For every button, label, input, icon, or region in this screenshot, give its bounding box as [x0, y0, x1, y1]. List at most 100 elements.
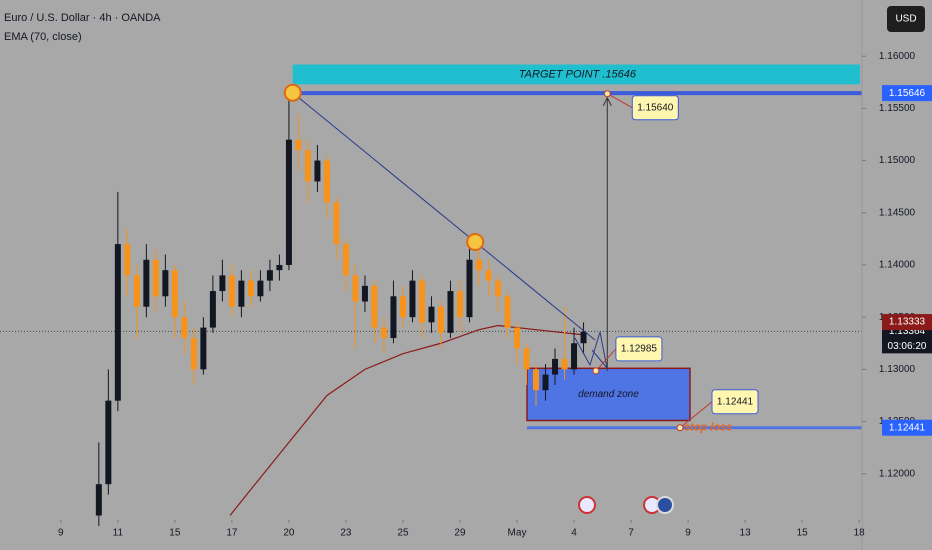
x-tick-label: 18: [854, 528, 866, 539]
callout-box: [615, 336, 663, 362]
arrow-head: [602, 96, 612, 106]
candle-body: [485, 270, 492, 281]
candle-body: [247, 280, 254, 297]
callout-label: 1.12985: [621, 344, 658, 355]
indicator-name: EMA (70, close): [4, 31, 82, 43]
candle-body: [428, 306, 435, 323]
candle-body: [276, 264, 283, 271]
target-price-tag-bg: [882, 85, 932, 102]
ema-price-tag: 1.13333: [889, 317, 926, 328]
candle-body: [380, 327, 387, 339]
candle-body: [371, 285, 378, 328]
candle-body: [219, 275, 226, 292]
candle-body: [437, 306, 444, 333]
x-tick-label: 9: [685, 528, 691, 539]
candle-body: [333, 202, 340, 245]
candle-body: [209, 291, 216, 328]
currency-button[interactable]: [887, 6, 925, 32]
candle-body: [133, 275, 140, 307]
callout-point: [592, 367, 600, 375]
candle-body: [580, 331, 587, 344]
callout-leader: [607, 93, 633, 109]
x-tick-label: 23: [340, 528, 352, 539]
candle-body: [152, 259, 159, 297]
currency-label: USD: [895, 14, 916, 25]
y-tick-label: 1.14000: [879, 260, 916, 271]
candle-body: [571, 343, 578, 370]
callout-label: 1.15640: [637, 102, 674, 113]
x-tick-label: 13: [740, 528, 752, 539]
candle-body: [124, 244, 131, 276]
y-tick-label: 1.13000: [879, 364, 916, 375]
callout-leader: [595, 348, 617, 372]
candle-body: [399, 296, 406, 318]
callout-point: [676, 424, 684, 432]
candle-body: [162, 270, 169, 297]
candle-body: [228, 275, 235, 307]
candle-body: [105, 400, 112, 485]
candle-body: [542, 374, 549, 391]
callout-point: [603, 90, 611, 98]
stop-price-tag-bg: [882, 419, 932, 436]
y-tick-label: 1.12000: [879, 468, 916, 479]
swing-point: [283, 83, 302, 102]
target-zone-label: TARGET POINT .15646: [519, 68, 637, 80]
y-tick-label: 1.15500: [879, 103, 916, 114]
candle-body: [190, 338, 197, 370]
candle-body: [552, 358, 559, 375]
x-tick-label: May: [508, 528, 527, 539]
plot: [0, 64, 862, 526]
current-price-tag: 1.13364: [889, 326, 926, 337]
candle-body: [409, 280, 416, 318]
candle-body: [466, 259, 473, 318]
candle-body: [504, 296, 511, 328]
callout-box: [631, 95, 679, 121]
x-tick-label: 4: [571, 528, 577, 539]
ema-line: [229, 324, 584, 516]
demand-zone-label: demand zone: [578, 389, 639, 400]
candle-body: [456, 291, 463, 318]
countdown: 03:06:20: [888, 341, 927, 352]
candle-body: [295, 139, 302, 151]
callout-box: [711, 389, 759, 415]
trendline: [292, 92, 596, 341]
candle-body: [181, 317, 188, 339]
y-tick-label: 1.16000: [879, 51, 916, 62]
candle-body: [342, 244, 349, 276]
zigzag-sketch: [574, 331, 608, 369]
candle-body: [361, 285, 368, 302]
event-icons: [578, 496, 674, 514]
candle-body: [171, 270, 178, 318]
x-tick-label: 7: [628, 528, 634, 539]
candle-body: [114, 244, 121, 401]
candle-body: [475, 259, 482, 271]
candle-body: [200, 327, 207, 370]
candle-body: [495, 280, 502, 297]
ema-price-tag-bg: [882, 314, 932, 331]
candle-body: [266, 270, 273, 281]
x-tick-label: 9: [58, 528, 64, 539]
target-price-tag: 1.15646: [889, 88, 926, 99]
candle-body: [257, 280, 264, 297]
candle-body: [561, 358, 568, 370]
candle-body: [523, 348, 530, 370]
candle-body: [285, 139, 292, 265]
candle-body: [238, 280, 245, 307]
stop-price-tag: 1.12441: [889, 422, 926, 433]
x-tick-label: 25: [397, 528, 409, 539]
candle-body: [304, 150, 311, 182]
candle-body: [533, 369, 540, 391]
candle-body: [352, 275, 359, 302]
candle-body: [418, 280, 425, 323]
target-zone: [292, 64, 860, 85]
candle-body: [447, 291, 454, 333]
candle-body: [390, 296, 397, 339]
callout-leader: [679, 401, 713, 429]
stop-loss-label: stop loss: [684, 422, 732, 434]
chart-title: Euro / U.S. Dollar · 4h · OANDA: [4, 12, 161, 24]
x-tick-label: 15: [797, 528, 809, 539]
demand-zone: [526, 367, 691, 422]
x-tick-label: 20: [283, 528, 295, 539]
candle-body: [95, 484, 102, 516]
